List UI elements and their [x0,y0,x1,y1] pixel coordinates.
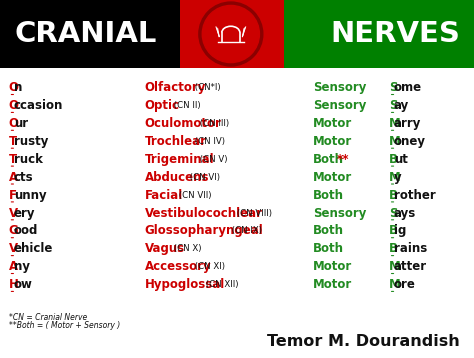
Text: (CN X): (CN X) [171,244,201,253]
Text: Motor: Motor [313,260,352,273]
Text: O: O [9,99,18,112]
Text: (CN III): (CN III) [197,119,229,128]
Text: M: M [389,278,401,291]
Text: (CN IV): (CN IV) [192,137,225,146]
Text: V: V [9,207,18,219]
Text: ccasion: ccasion [14,99,63,112]
Text: Motor: Motor [313,135,352,148]
Bar [180,0,284,68]
Text: M: M [389,171,401,184]
Text: M: M [389,117,401,130]
Text: cts: cts [14,171,34,184]
Text: ehicle: ehicle [14,242,53,255]
Bar [273,0,474,68]
Text: (CN VIII): (CN VIII) [234,208,272,218]
Text: Both: Both [313,242,344,255]
Text: S: S [389,207,397,219]
Text: arry: arry [394,117,421,130]
Text: **Both = ( Motor + Sensory ): **Both = ( Motor + Sensory ) [9,321,120,330]
Text: S: S [389,99,397,112]
Text: (CN VI): (CN VI) [187,173,220,182]
Text: O: O [9,81,18,94]
Text: Both: Both [313,153,344,166]
Text: Motor: Motor [313,171,352,184]
Text: ore: ore [394,278,416,291]
Text: ome: ome [394,81,422,94]
Text: G: G [9,224,18,237]
Text: M: M [389,135,401,148]
Text: Vestibulocochlear: Vestibulocochlear [145,207,263,219]
Text: ery: ery [14,207,35,219]
Text: rusty: rusty [14,135,48,148]
Text: T: T [9,135,17,148]
Text: (CN VII): (CN VII) [176,190,212,200]
Text: Trigeminal: Trigeminal [145,153,214,166]
Text: Temor M. Dourandish: Temor M. Dourandish [267,334,460,349]
Text: B: B [389,224,398,237]
Text: Optic: Optic [145,99,180,112]
Text: Oculomotor: Oculomotor [145,117,221,130]
Text: Accessory: Accessory [145,260,211,273]
Text: (CN*I): (CN*I) [192,83,220,92]
Text: (CN II): (CN II) [171,101,201,110]
Text: ut: ut [394,153,408,166]
Text: y: y [394,171,401,184]
Text: H: H [9,278,18,291]
Text: CRANIAL: CRANIAL [14,20,156,48]
Text: M: M [389,260,401,273]
Text: (CN IX): (CN IX) [229,226,262,236]
Text: rains: rains [394,242,427,255]
Text: A: A [9,260,18,273]
Text: (CN XI): (CN XI) [192,262,225,271]
Text: B: B [389,153,398,166]
Text: atter: atter [394,260,427,273]
Text: ow: ow [14,278,33,291]
Text: A: A [9,171,18,184]
Text: Both: Both [313,189,344,202]
Text: ay: ay [394,99,409,112]
Text: rother: rother [394,189,436,202]
Text: Sensory: Sensory [313,99,366,112]
Circle shape [199,2,263,66]
Text: Sensory: Sensory [313,207,366,219]
Text: (CN V): (CN V) [197,155,228,164]
Text: F: F [9,189,17,202]
Text: ny: ny [14,260,30,273]
Text: ig: ig [394,224,406,237]
Text: ur: ur [14,117,28,130]
Text: Sensory: Sensory [313,81,366,94]
Text: Glossopharyngeal: Glossopharyngeal [145,224,264,237]
Text: B: B [389,189,398,202]
Text: S: S [389,81,397,94]
Text: O: O [9,117,18,130]
Circle shape [202,5,259,63]
Text: ruck: ruck [14,153,43,166]
Text: B: B [389,242,398,255]
Text: (CN XII): (CN XII) [202,280,238,289]
Text: n: n [14,81,22,94]
Bar [0,0,190,68]
Text: Motor: Motor [313,117,352,130]
Text: T: T [9,153,17,166]
Text: oney: oney [394,135,426,148]
Text: Both: Both [313,224,344,237]
Text: ays: ays [394,207,416,219]
Text: Hypoglossal: Hypoglossal [145,278,225,291]
Text: *CN = Cranial Nerve: *CN = Cranial Nerve [9,313,87,322]
Text: Olfactory: Olfactory [145,81,206,94]
Text: Trochlear: Trochlear [145,135,207,148]
Text: Motor: Motor [313,278,352,291]
Text: unny: unny [14,189,46,202]
Text: NERVES: NERVES [330,20,460,48]
Text: ood: ood [14,224,38,237]
Text: Facial: Facial [145,189,183,202]
Text: **: ** [337,153,349,166]
Text: Abducens: Abducens [145,171,209,184]
Text: V: V [9,242,18,255]
Text: Vagus: Vagus [145,242,185,255]
